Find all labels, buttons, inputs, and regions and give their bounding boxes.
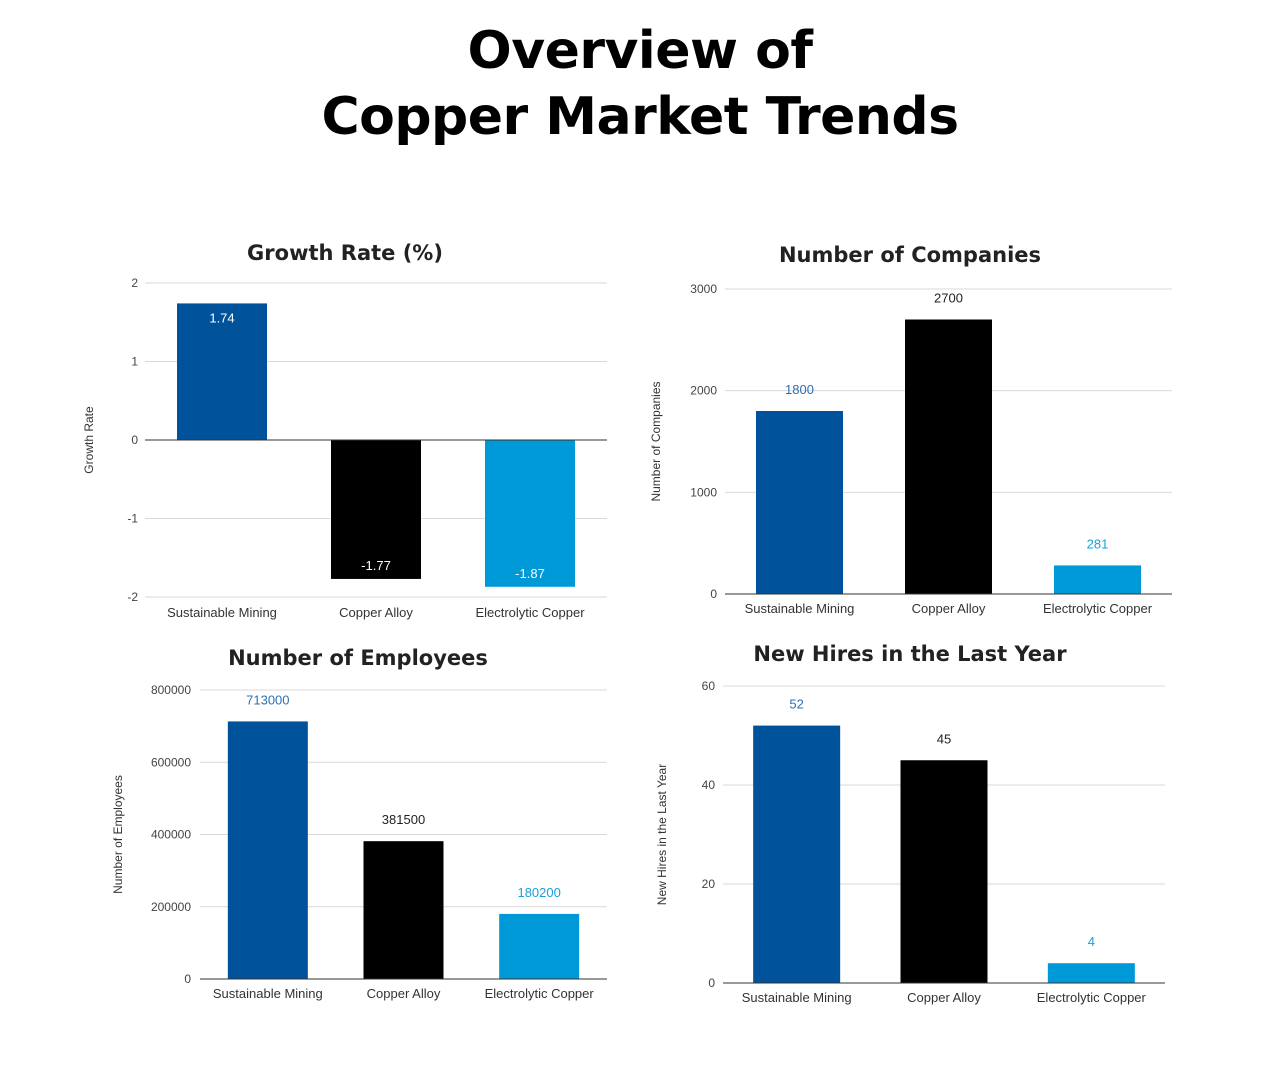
- number-of-companies-chart: Number of Companies Number of Companies 0 1…: [649, 243, 1172, 616]
- x-tick-label-copper-alloy: Copper Alloy: [339, 605, 413, 620]
- y-tick-label: 0: [131, 433, 138, 447]
- x-tick-label-copper-alloy: Copper Alloy: [907, 990, 981, 1005]
- y-tick-label: 2: [131, 276, 138, 290]
- data-label-sustainable-mining: 1800: [785, 382, 814, 397]
- bar-electrolytic-copper: [485, 440, 575, 587]
- bar-electrolytic-copper: [1047, 963, 1135, 983]
- bar-sustainable-mining: [177, 303, 267, 440]
- y-tick-label: 0: [184, 972, 191, 986]
- x-tick-label-electrolytic-copper: Electrolytic Copper: [485, 986, 595, 1001]
- bar-sustainable-mining: [227, 721, 308, 979]
- bar-sustainable-mining: [753, 725, 841, 983]
- page-title-line-1: Overview of: [467, 21, 814, 81]
- chart-title: Growth Rate (%): [247, 241, 443, 265]
- data-label-electrolytic-copper: 4: [1088, 934, 1095, 949]
- y-axis-label: New Hires in the Last Year: [655, 764, 669, 905]
- x-tick-label-electrolytic-copper: Electrolytic Copper: [1037, 990, 1147, 1005]
- y-tick-label: 3000: [690, 282, 717, 296]
- y-tick-label: -2: [127, 590, 138, 604]
- y-axis-label: Number of Employees: [111, 775, 125, 894]
- data-label-electrolytic-copper: -1.87: [515, 566, 545, 581]
- chart-title: Number of Companies: [779, 243, 1041, 267]
- new-hires-chart: New Hires in the Last Year New Hires in t…: [655, 642, 1165, 1005]
- x-tick-label-sustainable-mining: Sustainable Mining: [745, 601, 855, 616]
- data-label-copper-alloy: 381500: [382, 812, 425, 827]
- x-tick-label-copper-alloy: Copper Alloy: [367, 986, 441, 1001]
- number-of-employees-chart: Number of Employees Number of Employees 0 2…: [111, 646, 607, 1001]
- bar-copper-alloy: [905, 319, 992, 594]
- y-axis-label: Number of Companies: [649, 381, 663, 501]
- x-tick-label-sustainable-mining: Sustainable Mining: [167, 605, 277, 620]
- x-tick-label-electrolytic-copper: Electrolytic Copper: [1043, 601, 1153, 616]
- bar-copper-alloy: [900, 760, 988, 983]
- data-label-sustainable-mining: 52: [789, 697, 803, 712]
- page-title-line-2: Copper Market Trends: [321, 87, 959, 147]
- x-tick-label-electrolytic-copper: Electrolytic Copper: [475, 605, 585, 620]
- y-tick-label: -1: [127, 512, 138, 526]
- growth-rate-chart: Growth Rate (%) Growth Rate -2 -1 0 1 2 1.74 Sus…: [82, 241, 607, 620]
- data-label-sustainable-mining: 1.74: [209, 310, 234, 325]
- y-tick-label: 800000: [151, 683, 191, 697]
- y-tick-label: 1: [131, 355, 138, 369]
- x-tick-label-copper-alloy: Copper Alloy: [912, 601, 986, 616]
- y-tick-label: 60: [702, 679, 716, 693]
- y-tick-label: 0: [710, 587, 717, 601]
- y-tick-label: 2000: [690, 384, 717, 398]
- data-label-copper-alloy: 2700: [934, 291, 963, 306]
- y-tick-label: 1000: [690, 485, 717, 499]
- chart-title: New Hires in the Last Year: [753, 642, 1067, 666]
- y-tick-label: 40: [702, 778, 716, 792]
- data-label-sustainable-mining: 713000: [246, 692, 289, 707]
- data-label-copper-alloy: 45: [937, 731, 951, 746]
- y-tick-label: 0: [708, 976, 715, 990]
- y-axis-label: Growth Rate: [82, 406, 96, 474]
- bar-electrolytic-copper: [499, 913, 580, 979]
- y-tick-label: 200000: [151, 900, 191, 914]
- y-tick-label: 400000: [151, 828, 191, 842]
- y-tick-label: 20: [702, 877, 716, 891]
- page-title: Overview of Copper Market Trends: [0, 18, 1280, 150]
- y-tick-label: 600000: [151, 755, 191, 769]
- data-label-copper-alloy: -1.77: [361, 558, 391, 573]
- bar-sustainable-mining: [756, 411, 843, 594]
- bar-electrolytic-copper: [1054, 565, 1141, 594]
- x-tick-label-sustainable-mining: Sustainable Mining: [213, 986, 323, 1001]
- data-label-electrolytic-copper: 180200: [517, 885, 560, 900]
- chart-title: Number of Employees: [228, 646, 488, 670]
- data-label-electrolytic-copper: 281: [1087, 536, 1109, 551]
- x-tick-label-sustainable-mining: Sustainable Mining: [742, 990, 852, 1005]
- bar-copper-alloy: [363, 841, 444, 979]
- bar-copper-alloy: [331, 440, 421, 579]
